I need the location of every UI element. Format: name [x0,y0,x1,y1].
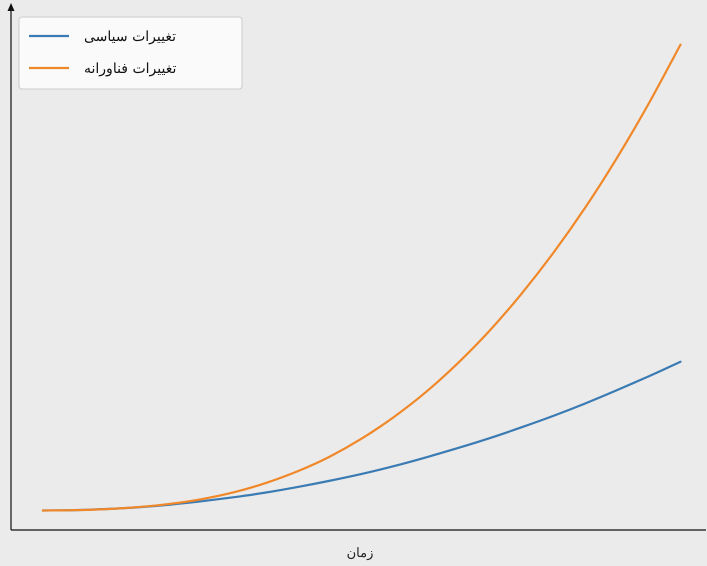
series-layer [41,43,682,512]
axes [7,3,706,531]
legend-box [18,16,243,90]
x-axis-label: زمان [347,546,374,561]
legend-label-technological: تغییرات فناورانه [84,61,176,77]
legend: تغییرات سیاسی تغییرات فناورانه [18,16,243,90]
series-line-technological [41,43,682,512]
y-axis-arrowhead [7,3,15,11]
legend-label-political: تغییرات سیاسی [84,29,176,45]
